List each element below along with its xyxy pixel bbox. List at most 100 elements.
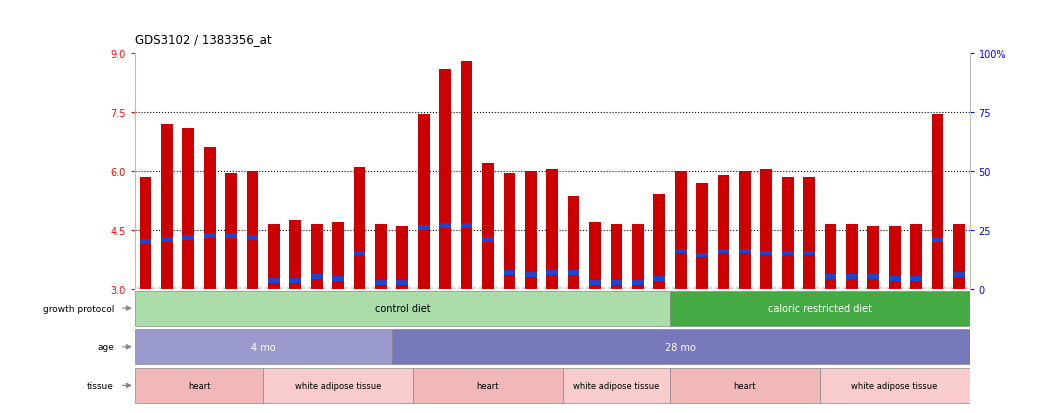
Bar — [183, 128, 194, 289]
Bar — [670, 368, 820, 403]
Bar — [354, 251, 365, 256]
Bar — [611, 280, 622, 285]
Bar — [289, 278, 301, 283]
Bar — [670, 291, 970, 326]
Text: 28 mo: 28 mo — [665, 342, 696, 352]
Bar — [953, 224, 964, 289]
Bar — [440, 223, 451, 228]
Bar — [824, 275, 837, 279]
Bar — [396, 226, 409, 289]
Bar — [867, 226, 879, 289]
Bar — [225, 233, 237, 238]
Bar — [696, 253, 708, 258]
Bar — [460, 62, 473, 289]
Text: caloric restricted diet: caloric restricted diet — [767, 304, 872, 313]
Text: white adipose tissue: white adipose tissue — [573, 381, 660, 390]
Bar — [135, 291, 670, 326]
Bar — [910, 224, 922, 289]
Bar — [589, 280, 600, 285]
Bar — [782, 251, 793, 256]
Bar — [418, 225, 429, 230]
Bar — [135, 330, 392, 364]
Bar — [247, 235, 258, 240]
Bar — [183, 235, 194, 240]
Bar — [504, 173, 515, 289]
Bar — [567, 197, 580, 289]
Bar — [739, 249, 751, 254]
Bar — [140, 177, 151, 289]
Bar — [760, 251, 773, 256]
Bar — [782, 177, 793, 289]
Bar — [653, 195, 665, 289]
Text: tissue: tissue — [87, 381, 114, 390]
Bar — [824, 224, 837, 289]
Text: heart: heart — [733, 381, 756, 390]
Bar — [675, 249, 686, 254]
Text: heart: heart — [188, 381, 211, 390]
Bar — [846, 275, 858, 279]
Bar — [563, 368, 670, 403]
Text: age: age — [97, 342, 114, 351]
Bar — [910, 277, 922, 281]
Text: white adipose tissue: white adipose tissue — [851, 381, 937, 390]
Bar — [354, 168, 365, 289]
Bar — [375, 224, 387, 289]
Bar — [135, 368, 263, 403]
Bar — [268, 278, 280, 283]
Bar — [396, 280, 409, 285]
Bar — [889, 226, 900, 289]
Bar — [739, 171, 751, 289]
Bar — [525, 273, 537, 278]
Bar — [632, 280, 644, 285]
Text: control diet: control diet — [374, 304, 430, 313]
Bar — [332, 277, 344, 281]
Bar — [718, 176, 729, 289]
Bar — [675, 171, 686, 289]
Bar — [589, 223, 600, 289]
Bar — [311, 275, 323, 279]
Text: growth protocol: growth protocol — [43, 304, 114, 313]
Bar — [311, 224, 323, 289]
Bar — [375, 280, 387, 285]
Bar — [696, 183, 708, 289]
Bar — [268, 224, 280, 289]
Bar — [418, 114, 429, 289]
Bar — [392, 330, 970, 364]
Bar — [653, 277, 665, 281]
Bar — [413, 368, 563, 403]
Bar — [931, 114, 944, 289]
Bar — [225, 173, 237, 289]
Bar — [632, 224, 644, 289]
Bar — [440, 69, 451, 289]
Bar — [525, 171, 537, 289]
Bar — [247, 171, 258, 289]
Bar — [482, 237, 494, 242]
Bar — [140, 239, 151, 244]
Bar — [953, 273, 964, 278]
Bar — [611, 224, 622, 289]
Bar — [846, 224, 858, 289]
Text: heart: heart — [477, 381, 499, 390]
Bar — [161, 124, 173, 289]
Bar — [482, 164, 494, 289]
Bar — [931, 237, 944, 242]
Bar — [204, 233, 216, 238]
Bar — [332, 223, 344, 289]
Bar — [263, 368, 413, 403]
Text: GDS3102 / 1383356_at: GDS3102 / 1383356_at — [135, 33, 272, 46]
Text: 4 mo: 4 mo — [251, 342, 276, 352]
Bar — [460, 223, 473, 228]
Bar — [204, 148, 216, 289]
Bar — [867, 275, 879, 279]
Text: white adipose tissue: white adipose tissue — [295, 381, 382, 390]
Bar — [820, 368, 970, 403]
Bar — [760, 169, 773, 289]
Bar — [804, 251, 815, 256]
Bar — [718, 249, 729, 254]
Bar — [289, 221, 301, 289]
Bar — [161, 237, 173, 242]
Bar — [546, 169, 558, 289]
Bar — [546, 271, 558, 275]
Bar — [804, 177, 815, 289]
Bar — [504, 271, 515, 275]
